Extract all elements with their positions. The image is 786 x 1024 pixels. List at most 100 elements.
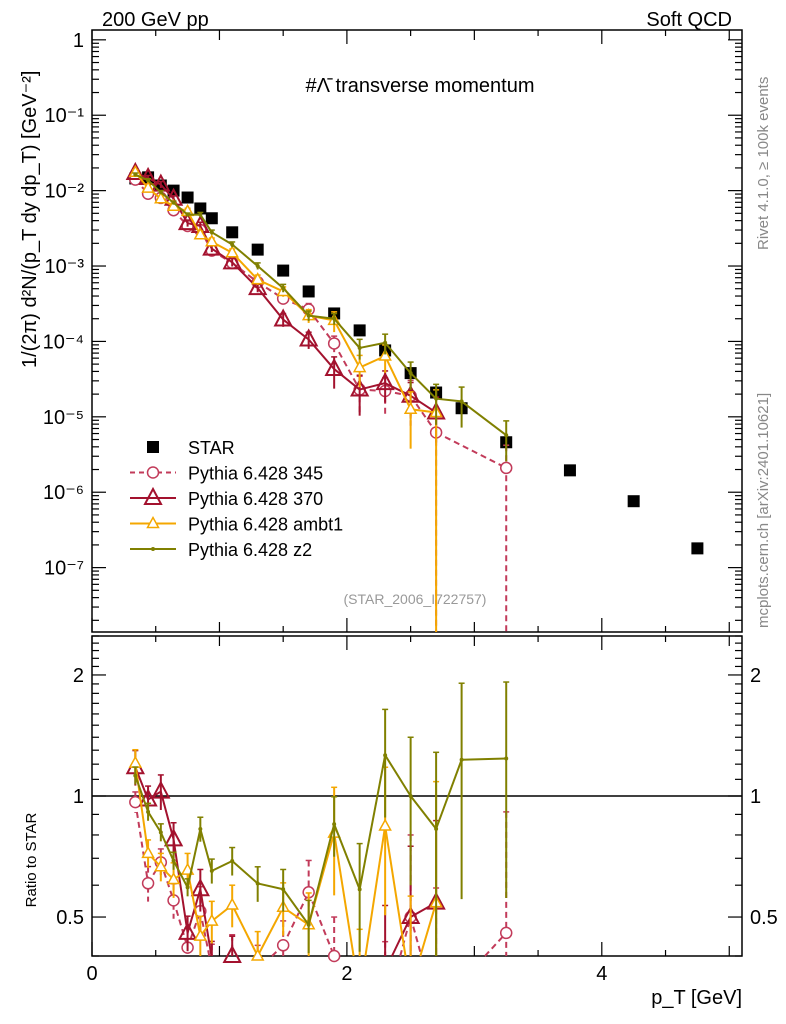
y-tick-label: 10⁻⁴ — [43, 331, 84, 353]
series-line — [231, 243, 259, 267]
data-point — [306, 922, 311, 927]
legend-item: Pythia 6.428 z2 — [130, 540, 312, 560]
series-line — [199, 910, 211, 957]
ratio-y-tick-label-right: 1 — [750, 786, 761, 808]
data-point — [276, 939, 290, 952]
y-tick-label: 10⁻⁵ — [43, 407, 84, 429]
y-tick-label: 10⁻³ — [45, 256, 85, 278]
ratio-series-2 — [125, 749, 446, 963]
legend-marker — [146, 466, 160, 479]
series-line — [186, 910, 202, 948]
legend-item: Pythia 6.428 ambt1 — [130, 515, 343, 535]
data-point — [378, 348, 392, 361]
data-point — [332, 316, 337, 321]
data-point — [459, 757, 464, 762]
data-point — [378, 818, 392, 831]
legend-item: Pythia 6.428 345 — [130, 464, 323, 484]
x-tick-label: 4 — [596, 963, 607, 985]
data-point — [146, 809, 151, 814]
series-line — [307, 823, 336, 926]
data-point — [185, 212, 190, 217]
series-line — [409, 372, 437, 400]
y-tick-label: 1 — [73, 30, 84, 52]
data-point — [281, 286, 286, 291]
data-point — [408, 371, 413, 376]
legend-marker — [151, 547, 155, 551]
header-right: Soft QCD — [646, 9, 732, 31]
data-point — [133, 773, 138, 778]
series-line — [307, 308, 335, 345]
ratio-y-tick-label: 1 — [73, 786, 84, 808]
data-point — [202, 237, 222, 256]
data-point — [459, 399, 464, 404]
legend-label: Pythia 6.428 370 — [188, 489, 323, 509]
series-line — [172, 839, 189, 933]
data-point — [499, 926, 513, 940]
data-point — [222, 251, 242, 270]
data-point — [250, 272, 265, 285]
data-point — [177, 921, 198, 940]
data-point — [504, 433, 509, 438]
series-line — [186, 828, 202, 888]
series-line — [307, 338, 335, 370]
data-point — [146, 178, 151, 183]
series-line — [257, 265, 284, 289]
data-point — [209, 868, 214, 873]
data-point — [194, 202, 207, 215]
series-line — [134, 775, 150, 813]
series-line — [484, 932, 507, 957]
data-point — [128, 755, 143, 768]
series-line — [384, 754, 412, 797]
legend-label: Pythia 6.428 345 — [188, 464, 323, 484]
data-point — [248, 276, 268, 296]
data-point — [193, 928, 208, 941]
data-point — [383, 753, 388, 758]
series-line — [384, 825, 407, 957]
series-line — [384, 342, 412, 374]
x-tick-label: 0 — [86, 963, 97, 985]
legend-item: STAR — [147, 438, 235, 458]
series-line — [199, 828, 213, 872]
series-line — [359, 341, 386, 349]
main-panel-frame — [91, 29, 743, 633]
series-line — [307, 891, 336, 957]
header-left: 200 GeV pp — [102, 9, 209, 31]
chart-title: #Λ̄ transverse momentum — [306, 75, 535, 97]
y-tick-label: 10⁻¹ — [45, 105, 85, 127]
series-line — [282, 287, 310, 317]
data-point — [225, 897, 239, 910]
series-line — [211, 231, 233, 246]
y-tick-label: 10⁻² — [45, 181, 85, 203]
series-line — [134, 763, 150, 854]
series-line — [409, 395, 437, 434]
series-line — [333, 368, 361, 391]
series-line — [282, 888, 310, 926]
data-point — [141, 877, 155, 890]
data-point — [198, 827, 203, 832]
data-point — [306, 313, 311, 318]
data-point — [225, 245, 239, 258]
series-line — [186, 888, 202, 934]
ratio-y-tick-label-right: 2 — [750, 665, 761, 687]
data-point — [327, 337, 341, 350]
series-line — [409, 916, 423, 957]
data-point — [383, 340, 388, 345]
x-tick-label: 2 — [341, 963, 352, 985]
data-point — [251, 243, 264, 256]
data-point — [158, 190, 163, 195]
data-point — [230, 858, 235, 863]
ratio-y-axis-label: Ratio to STAR — [23, 812, 40, 907]
series-line — [333, 832, 355, 957]
data-point — [627, 495, 640, 508]
series-line — [436, 397, 462, 403]
data-point — [133, 172, 138, 177]
ratio-series-4 — [132, 681, 510, 956]
series-line — [333, 342, 361, 391]
data-point — [408, 794, 413, 798]
series-line — [159, 862, 175, 901]
data-point — [332, 822, 337, 827]
legend: STAR Pythia 6.428 345 Pythia 6.428 370 Pyth… — [130, 438, 343, 560]
ratio-y-tick-label: 0.5 — [56, 907, 84, 929]
series-line — [159, 831, 175, 862]
